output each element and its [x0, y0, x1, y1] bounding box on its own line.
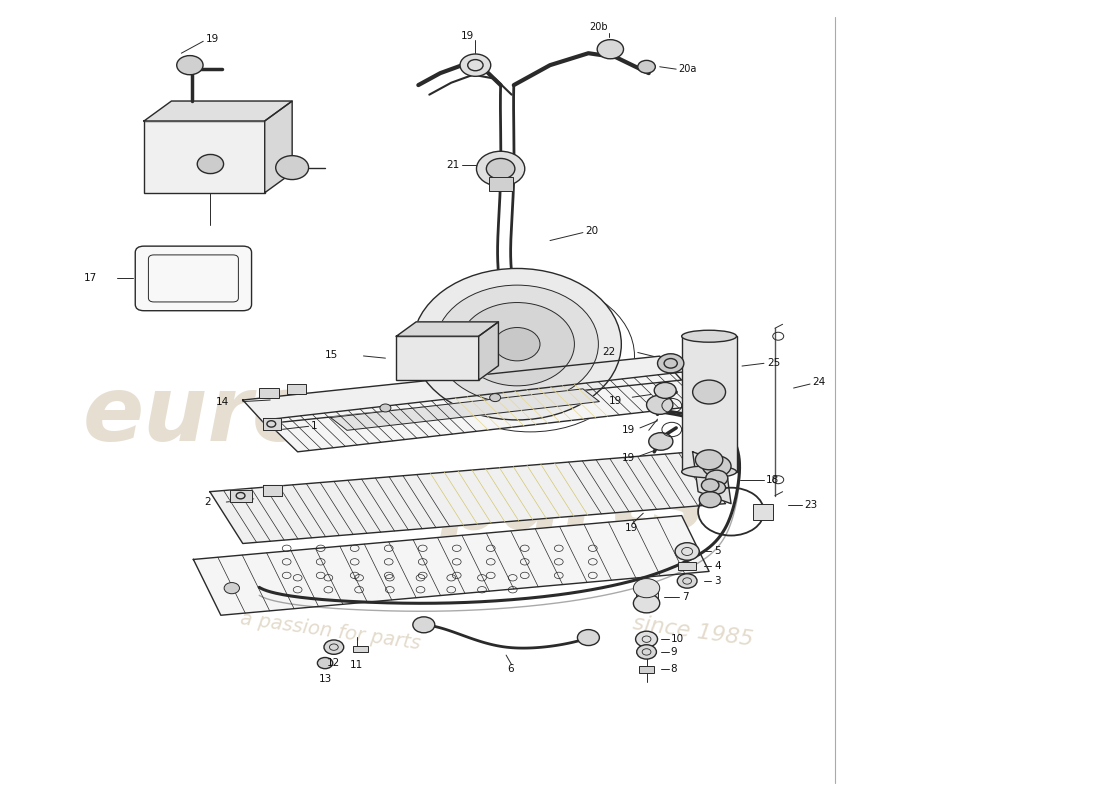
Circle shape: [636, 631, 658, 647]
Circle shape: [177, 56, 204, 74]
Text: 20a: 20a: [679, 64, 696, 74]
Text: 22: 22: [603, 347, 616, 358]
Circle shape: [476, 151, 525, 186]
Circle shape: [706, 470, 728, 486]
Text: 10: 10: [671, 634, 684, 644]
Polygon shape: [396, 322, 498, 336]
Circle shape: [702, 479, 719, 492]
Polygon shape: [478, 322, 498, 380]
Text: 19: 19: [621, 426, 635, 435]
FancyBboxPatch shape: [135, 246, 252, 310]
Circle shape: [324, 640, 343, 654]
Polygon shape: [265, 101, 293, 193]
Circle shape: [634, 594, 660, 613]
Circle shape: [634, 578, 660, 598]
Circle shape: [654, 382, 676, 398]
Bar: [639, 666, 654, 673]
Polygon shape: [331, 389, 600, 430]
Text: 9: 9: [671, 647, 678, 657]
Polygon shape: [194, 515, 710, 615]
Text: 19: 19: [621, 453, 635, 463]
Bar: [144, 121, 265, 193]
Text: 2: 2: [205, 497, 211, 507]
Bar: [396, 336, 478, 380]
Text: 20b: 20b: [588, 22, 607, 32]
Circle shape: [197, 154, 223, 174]
Bar: [679, 562, 696, 570]
Text: 7: 7: [682, 592, 689, 602]
Circle shape: [578, 630, 600, 646]
Circle shape: [276, 156, 309, 179]
Polygon shape: [263, 485, 283, 496]
Polygon shape: [265, 372, 715, 452]
Circle shape: [703, 456, 732, 477]
Text: 5: 5: [715, 546, 722, 557]
Bar: [488, 177, 513, 191]
Circle shape: [708, 482, 726, 494]
Text: since 1985: since 1985: [631, 613, 755, 650]
Circle shape: [412, 617, 434, 633]
Circle shape: [494, 327, 540, 361]
Ellipse shape: [682, 330, 737, 342]
Circle shape: [436, 285, 598, 403]
Circle shape: [693, 380, 726, 404]
Polygon shape: [230, 490, 252, 502]
Circle shape: [700, 492, 722, 508]
Polygon shape: [263, 418, 282, 430]
Text: 3: 3: [715, 576, 722, 586]
Circle shape: [649, 433, 673, 450]
Text: a passion for parts: a passion for parts: [239, 609, 422, 654]
Bar: [754, 504, 772, 519]
Text: 14: 14: [216, 397, 229, 406]
Circle shape: [224, 582, 240, 594]
Text: 19: 19: [609, 396, 623, 406]
Text: 19: 19: [625, 522, 638, 533]
Text: parts: parts: [439, 460, 705, 548]
Polygon shape: [144, 101, 293, 121]
Circle shape: [486, 158, 515, 179]
Circle shape: [658, 354, 684, 373]
Polygon shape: [693, 452, 732, 504]
Polygon shape: [210, 452, 726, 543]
Circle shape: [678, 574, 697, 588]
Circle shape: [318, 658, 332, 669]
Text: 20: 20: [585, 226, 598, 236]
Text: 11: 11: [350, 660, 363, 670]
Bar: [287, 384, 307, 394]
Ellipse shape: [682, 466, 737, 478]
Text: 17: 17: [84, 274, 97, 283]
Circle shape: [490, 394, 500, 402]
Circle shape: [412, 269, 622, 420]
Circle shape: [597, 40, 624, 58]
Circle shape: [647, 395, 673, 414]
Bar: [260, 388, 279, 398]
Bar: [682, 336, 737, 472]
Circle shape: [637, 645, 657, 659]
Text: 6: 6: [507, 664, 514, 674]
Text: 19: 19: [461, 30, 474, 41]
Text: 8: 8: [671, 665, 678, 674]
Text: 12: 12: [327, 658, 341, 668]
Text: 4: 4: [715, 561, 722, 571]
Text: 19: 19: [206, 34, 219, 44]
Text: 25: 25: [768, 358, 781, 368]
Text: 13: 13: [318, 674, 332, 684]
Text: 15: 15: [326, 350, 339, 360]
Circle shape: [695, 450, 723, 470]
Bar: [636, 588, 658, 607]
Circle shape: [675, 542, 700, 560]
Circle shape: [460, 54, 491, 76]
Polygon shape: [243, 356, 682, 424]
Text: 21: 21: [446, 160, 459, 170]
Text: 18: 18: [767, 474, 780, 485]
Circle shape: [379, 404, 390, 412]
Text: 24: 24: [812, 378, 825, 387]
Text: 1: 1: [311, 422, 318, 431]
Bar: [352, 646, 367, 652]
Circle shape: [638, 60, 656, 73]
Text: 23: 23: [804, 500, 817, 510]
Text: euro: euro: [82, 372, 315, 460]
Circle shape: [460, 302, 574, 386]
